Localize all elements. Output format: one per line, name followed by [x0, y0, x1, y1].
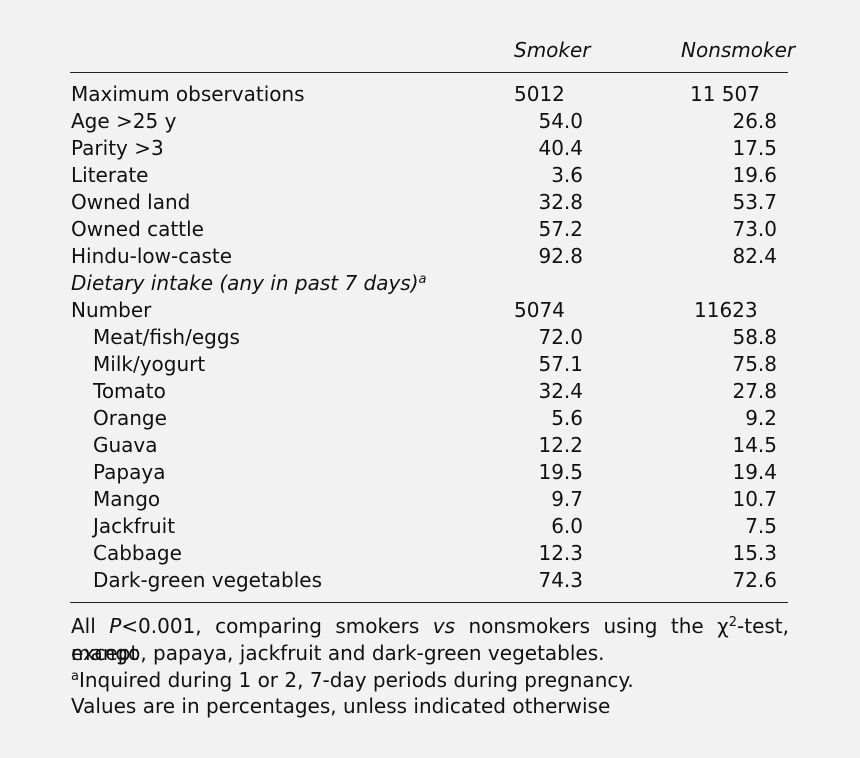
- table-row: Papaya 19.5 19.4: [0, 459, 860, 486]
- row-label: Orange: [93, 406, 167, 430]
- row-label: Dietary intake (any in past 7 days)a: [71, 271, 427, 295]
- cell-smoker: 74.3: [538, 568, 583, 592]
- table-row: Orange 5.6 9.2: [0, 405, 860, 432]
- table-row: Owned land 32.8 53.7: [0, 189, 860, 216]
- cell-smoker: 9.7: [551, 487, 583, 511]
- row-label: Number: [71, 298, 152, 322]
- cell-nonsmoker: 9.2: [745, 406, 777, 430]
- footer-rule: [70, 602, 788, 603]
- cell-smoker: 54.0: [538, 109, 583, 133]
- table-body: Maximum observations 5012 11 507 Age >25 y 5…: [0, 81, 860, 594]
- cell-smoker: 32.4: [538, 379, 583, 403]
- cell-nonsmoker: 58.8: [732, 325, 777, 349]
- row-label: Hindu-low-caste: [71, 244, 233, 268]
- table-row: Maximum observations 5012 11 507: [0, 81, 860, 108]
- cell-smoker: 72.0: [538, 325, 583, 349]
- row-label: Parity >3: [71, 136, 164, 160]
- cell-smoker: 92.8: [538, 244, 583, 268]
- row-label: Literate: [71, 163, 149, 187]
- cell-nonsmoker: 17.5: [732, 136, 777, 160]
- cell-nonsmoker: 19.4: [732, 460, 777, 484]
- table-row: Milk/yogurt 57.1 75.8: [0, 351, 860, 378]
- cell-nonsmoker: 82.4: [732, 244, 777, 268]
- row-label: Meat/fish/eggs: [93, 325, 240, 349]
- row-label: Dark-green vegetables: [93, 568, 323, 592]
- cell-smoker: 6.0: [551, 514, 583, 538]
- table-row: Hindu-low-caste 92.8 82.4: [0, 243, 860, 270]
- cell-smoker: 12.2: [538, 433, 583, 457]
- cell-nonsmoker: 14.5: [732, 433, 777, 457]
- column-header-nonsmoker: Nonsmoker: [681, 38, 796, 62]
- cell-nonsmoker: 75.8: [732, 352, 777, 376]
- cell-nonsmoker: 19.6: [732, 163, 777, 187]
- cell-nonsmoker: 11623: [694, 298, 758, 322]
- cell-nonsmoker: 53.7: [732, 190, 777, 214]
- footnote-significance-cont: mango, papaya, jackfruit and dark-green …: [71, 641, 605, 665]
- table-row: Meat/fish/eggs 72.0 58.8: [0, 324, 860, 351]
- column-header-smoker: Smoker: [514, 38, 591, 62]
- row-label: Tomato: [93, 379, 166, 403]
- cell-smoker: 3.6: [551, 163, 583, 187]
- cell-smoker: 57.2: [538, 217, 583, 241]
- cell-nonsmoker: 7.5: [745, 514, 777, 538]
- cell-nonsmoker: 26.8: [732, 109, 777, 133]
- header-rule: [70, 72, 788, 73]
- cell-smoker: 57.1: [538, 352, 583, 376]
- cell-nonsmoker: 72.6: [732, 568, 777, 592]
- table-row: Dietary intake (any in past 7 days)a: [0, 270, 860, 297]
- footnote-a: aInquired during 1 or 2, 7-day periods d…: [71, 668, 634, 692]
- row-label: Owned land: [71, 190, 191, 214]
- cell-nonsmoker: 11 507: [690, 82, 760, 106]
- table-row: Literate 3.6 19.6: [0, 162, 860, 189]
- table-row: Mango 9.7 10.7: [0, 486, 860, 513]
- footnote-significance: All P<0.001, comparing smokers vs nonsmo…: [71, 614, 789, 665]
- cell-smoker: 19.5: [538, 460, 583, 484]
- row-label: Maximum observations: [71, 82, 305, 106]
- table-row: Cabbage 12.3 15.3: [0, 540, 860, 567]
- cell-smoker: 5074: [514, 298, 565, 322]
- cell-nonsmoker: 73.0: [732, 217, 777, 241]
- cell-smoker: 40.4: [538, 136, 583, 160]
- footnote-units: Values are in percentages, unless indica…: [71, 694, 611, 718]
- table-row: Guava 12.2 14.5: [0, 432, 860, 459]
- row-label: Milk/yogurt: [93, 352, 206, 376]
- table-row: Jackfruit 6.0 7.5: [0, 513, 860, 540]
- table-row: Parity >3 40.4 17.5: [0, 135, 860, 162]
- table-row: Number 5074 11623: [0, 297, 860, 324]
- table-row: Owned cattle 57.2 73.0: [0, 216, 860, 243]
- cell-smoker: 32.8: [538, 190, 583, 214]
- cell-smoker: 12.3: [538, 541, 583, 565]
- row-label: Cabbage: [93, 541, 182, 565]
- cell-nonsmoker: 15.3: [732, 541, 777, 565]
- row-label: Jackfruit: [93, 514, 176, 538]
- row-label: Owned cattle: [71, 217, 204, 241]
- table-row: Age >25 y 54.0 26.8: [0, 108, 860, 135]
- table-row: Dark-green vegetables 74.3 72.6: [0, 567, 860, 594]
- cell-smoker: 5012: [514, 82, 565, 106]
- row-label: Guava: [93, 433, 158, 457]
- cell-nonsmoker: 10.7: [732, 487, 777, 511]
- table-row: Tomato 32.4 27.8: [0, 378, 860, 405]
- row-label: Mango: [93, 487, 161, 511]
- cell-smoker: 5.6: [551, 406, 583, 430]
- row-label: Age >25 y: [71, 109, 177, 133]
- row-label: Papaya: [93, 460, 166, 484]
- cell-nonsmoker: 27.8: [732, 379, 777, 403]
